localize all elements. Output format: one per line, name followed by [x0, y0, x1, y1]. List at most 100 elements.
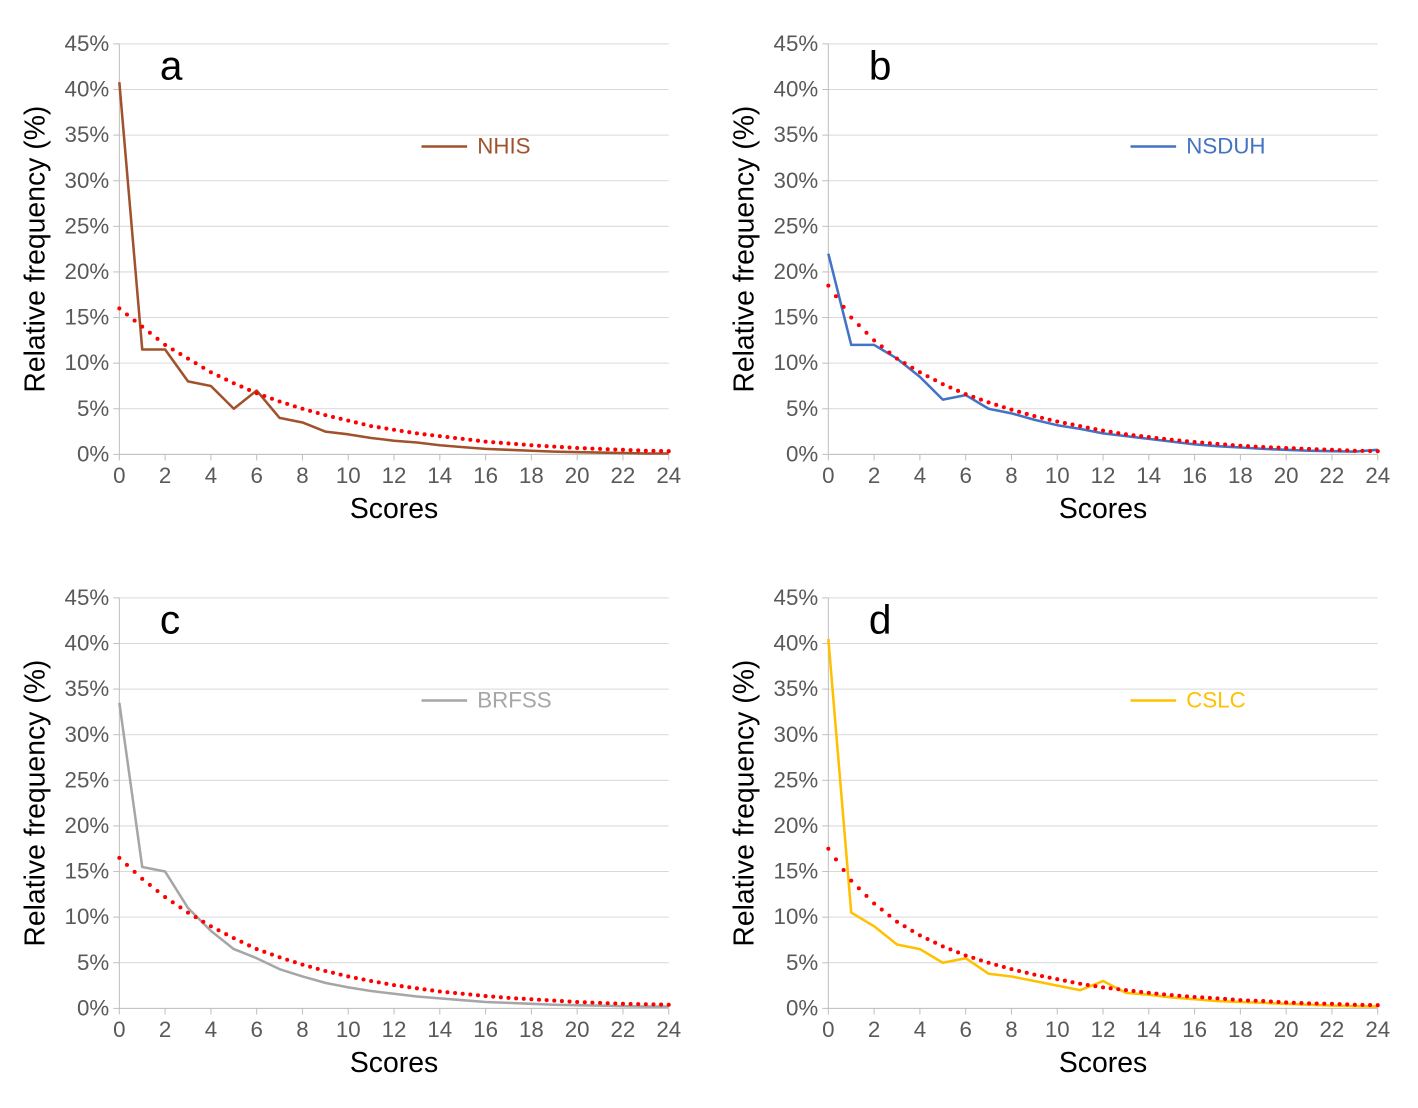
y-tick-label: 45% [65, 31, 110, 56]
x-tick-label: 0 [822, 463, 834, 488]
panel-d-svg: 0%5%10%15%20%25%30%35%40%45%024681012141… [729, 574, 1398, 1088]
x-tick-label: 6 [250, 463, 262, 488]
x-tick-label: 2 [159, 1017, 171, 1042]
legend-label: NHIS [477, 134, 530, 159]
x-tick-label: 0 [822, 1017, 834, 1042]
y-tick-label: 45% [774, 31, 819, 56]
panel-b-svg: 0%5%10%15%20%25%30%35%40%45%024681012141… [729, 20, 1398, 534]
panel-b: 0%5%10%15%20%25%30%35%40%45%024681012141… [729, 20, 1398, 534]
y-tick-label: 25% [65, 767, 110, 792]
y-tick-label: 15% [65, 859, 110, 884]
x-tick-label: 8 [1005, 1017, 1017, 1042]
panel-label: b [869, 42, 892, 88]
y-tick-label: 40% [65, 631, 110, 656]
x-tick-label: 12 [382, 463, 407, 488]
y-tick-label: 0% [77, 441, 109, 466]
x-tick-label: 12 [1091, 463, 1116, 488]
x-tick-label: 20 [565, 1017, 590, 1042]
x-tick-label: 22 [611, 1017, 636, 1042]
series-line [828, 639, 1377, 1007]
x-tick-label: 24 [1365, 1017, 1390, 1042]
x-axis-title: Scores [1059, 493, 1147, 525]
x-tick-label: 20 [565, 463, 590, 488]
panel-a-svg: 0%5%10%15%20%25%30%35%40%45%024681012141… [20, 20, 689, 534]
figure-grid: 0%5%10%15%20%25%30%35%40%45%024681012141… [20, 20, 1398, 1088]
x-tick-label: 22 [1320, 463, 1345, 488]
y-tick-label: 5% [77, 396, 109, 421]
series-line [119, 82, 668, 453]
y-tick-label: 30% [774, 168, 819, 193]
panel-d: 0%5%10%15%20%25%30%35%40%45%024681012141… [729, 574, 1398, 1088]
fit-line [826, 847, 1379, 1008]
x-tick-label: 8 [1005, 463, 1017, 488]
x-tick-label: 22 [611, 463, 636, 488]
y-tick-label: 20% [774, 259, 819, 284]
x-tick-label: 18 [1228, 1017, 1253, 1042]
y-tick-label: 30% [774, 722, 819, 747]
y-tick-label: 10% [65, 350, 110, 375]
x-tick-label: 2 [868, 463, 880, 488]
y-tick-label: 45% [65, 585, 110, 610]
x-tick-label: 16 [473, 1017, 498, 1042]
y-tick-label: 5% [786, 950, 818, 975]
x-tick-label: 6 [959, 463, 971, 488]
x-tick-label: 8 [296, 1017, 308, 1042]
y-tick-label: 25% [774, 767, 819, 792]
y-tick-label: 10% [774, 904, 819, 929]
series-line [119, 703, 668, 1007]
legend-label: NSDUH [1186, 134, 1265, 159]
y-tick-label: 35% [65, 122, 110, 147]
y-tick-label: 10% [65, 904, 110, 929]
x-tick-label: 4 [205, 463, 217, 488]
y-axis-title: Relative frequency (%) [20, 106, 51, 393]
legend-label: BRFSS [477, 688, 551, 713]
y-tick-label: 5% [77, 950, 109, 975]
x-tick-label: 14 [427, 1017, 452, 1042]
x-tick-label: 8 [296, 463, 308, 488]
x-tick-label: 10 [1045, 463, 1070, 488]
x-tick-label: 6 [959, 1017, 971, 1042]
x-tick-label: 10 [336, 463, 361, 488]
legend-label: CSLC [1186, 688, 1245, 713]
x-tick-label: 20 [1274, 1017, 1299, 1042]
x-tick-label: 0 [113, 463, 125, 488]
panel-label: d [869, 596, 892, 642]
x-axis-title: Scores [350, 1047, 438, 1079]
y-axis-title: Relative frequency (%) [20, 660, 51, 947]
x-tick-label: 24 [656, 463, 681, 488]
y-tick-label: 0% [786, 441, 818, 466]
x-tick-label: 18 [1228, 463, 1253, 488]
y-tick-label: 40% [65, 77, 110, 102]
y-tick-label: 15% [774, 305, 819, 330]
panel-label: c [160, 596, 180, 642]
y-tick-label: 0% [77, 995, 109, 1020]
x-tick-label: 16 [1182, 1017, 1207, 1042]
panel-c-svg: 0%5%10%15%20%25%30%35%40%45%024681012141… [20, 574, 689, 1088]
x-tick-label: 4 [914, 463, 926, 488]
y-tick-label: 40% [774, 631, 819, 656]
y-tick-label: 35% [65, 676, 110, 701]
x-tick-label: 2 [159, 463, 171, 488]
x-tick-label: 16 [1182, 463, 1207, 488]
x-tick-label: 18 [519, 463, 544, 488]
y-tick-label: 15% [65, 305, 110, 330]
y-tick-label: 20% [65, 813, 110, 838]
x-tick-label: 4 [205, 1017, 217, 1042]
y-tick-label: 40% [774, 77, 819, 102]
y-axis-title: Relative frequency (%) [729, 660, 760, 947]
y-tick-label: 25% [65, 213, 110, 238]
x-tick-label: 24 [1365, 463, 1390, 488]
panel-c: 0%5%10%15%20%25%30%35%40%45%024681012141… [20, 574, 689, 1088]
y-tick-label: 15% [774, 859, 819, 884]
x-tick-label: 22 [1320, 1017, 1345, 1042]
y-tick-label: 45% [774, 585, 819, 610]
x-tick-label: 16 [473, 463, 498, 488]
x-tick-label: 18 [519, 1017, 544, 1042]
y-tick-label: 20% [774, 813, 819, 838]
y-tick-label: 30% [65, 722, 110, 747]
panel-a: 0%5%10%15%20%25%30%35%40%45%024681012141… [20, 20, 689, 534]
y-tick-label: 35% [774, 676, 819, 701]
y-tick-label: 0% [786, 995, 818, 1020]
y-tick-label: 30% [65, 168, 110, 193]
x-tick-label: 10 [1045, 1017, 1070, 1042]
